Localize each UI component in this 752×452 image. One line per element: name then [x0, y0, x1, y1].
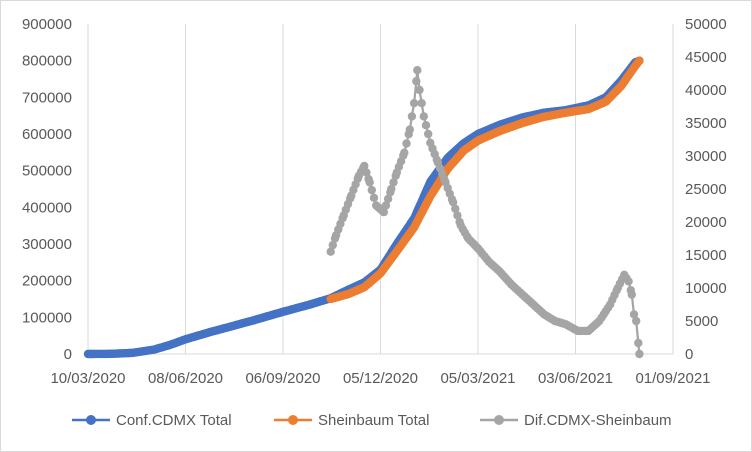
y-left-tick-label: 200000 — [22, 273, 72, 290]
data-point — [360, 161, 369, 171]
y-right-tick-label: 50000 — [685, 16, 727, 33]
y-right-tick-label: 0 — [685, 346, 693, 363]
data-point — [381, 201, 391, 210]
x-tick-label: 01/09/2021 — [635, 370, 710, 387]
data-point — [326, 247, 335, 256]
y-right-tick-label: 10000 — [685, 280, 727, 297]
legend-marker — [288, 415, 298, 425]
series-line — [329, 70, 641, 355]
legend-marker — [86, 415, 96, 425]
data-point — [365, 178, 374, 187]
data-point — [383, 194, 393, 204]
data-point — [328, 240, 337, 250]
y-left-tick-label: 0 — [64, 346, 72, 363]
x-tick-label: 10/03/2020 — [50, 370, 125, 387]
data-point — [413, 66, 422, 75]
y-right-tick-label: 15000 — [685, 247, 727, 264]
y-right-tick-label: 20000 — [685, 214, 727, 231]
x-tick-label: 05/12/2020 — [343, 370, 418, 387]
data-point — [389, 178, 398, 187]
data-point — [387, 184, 396, 194]
data-point — [448, 198, 458, 207]
data-point — [632, 316, 641, 326]
data-point — [405, 125, 414, 134]
data-point — [419, 112, 428, 121]
data-point — [409, 99, 419, 108]
data-point — [379, 207, 388, 217]
legend-label: Dif.CDMX-Sheinbaum — [524, 412, 672, 429]
data-point — [451, 204, 460, 213]
y-right-tick-label: 35000 — [685, 115, 727, 132]
data-point — [635, 349, 644, 359]
data-point — [629, 310, 639, 319]
y-left-tick-label: 500000 — [22, 163, 72, 180]
y-right-tick-label: 5000 — [685, 313, 718, 330]
y-left-tick-label: 900000 — [22, 16, 72, 33]
legend-label: Conf.CDMX Total — [116, 412, 232, 429]
data-point — [624, 277, 633, 286]
data-point — [407, 112, 417, 121]
x-tick-label: 06/09/2020 — [245, 370, 320, 387]
series-line — [88, 59, 640, 356]
data-point — [367, 185, 376, 195]
data-point — [400, 148, 409, 157]
y-right-tick-label: 30000 — [685, 148, 727, 165]
data-point — [362, 168, 371, 177]
x-tick-label: 03/06/2021 — [538, 370, 613, 387]
data-point — [627, 290, 636, 299]
data-point — [421, 121, 431, 130]
data-point — [412, 77, 421, 86]
y-left-tick-label: 600000 — [22, 126, 72, 143]
y-left-tick-label: 300000 — [22, 236, 72, 253]
y-left-tick-label: 400000 — [22, 199, 72, 216]
x-tick-label: 05/03/2021 — [440, 370, 515, 387]
y-right-tick-label: 45000 — [685, 49, 727, 66]
data-point — [424, 129, 433, 139]
y-right-tick-label: 25000 — [685, 181, 727, 198]
data-point — [635, 56, 644, 65]
y-left-tick-label: 100000 — [22, 309, 72, 326]
data-point — [415, 85, 424, 95]
y-left-tick-label: 800000 — [22, 53, 72, 70]
legend-marker — [494, 415, 504, 425]
data-point — [634, 338, 643, 348]
data-point — [453, 211, 462, 220]
x-tick-label: 08/06/2020 — [148, 370, 223, 387]
legend-label: Sheinbaum Total — [318, 412, 429, 429]
data-point — [402, 139, 411, 148]
data-point — [369, 193, 379, 202]
y-right-tick-label: 40000 — [685, 82, 727, 99]
y-left-tick-label: 700000 — [22, 89, 72, 106]
data-point — [417, 99, 426, 108]
